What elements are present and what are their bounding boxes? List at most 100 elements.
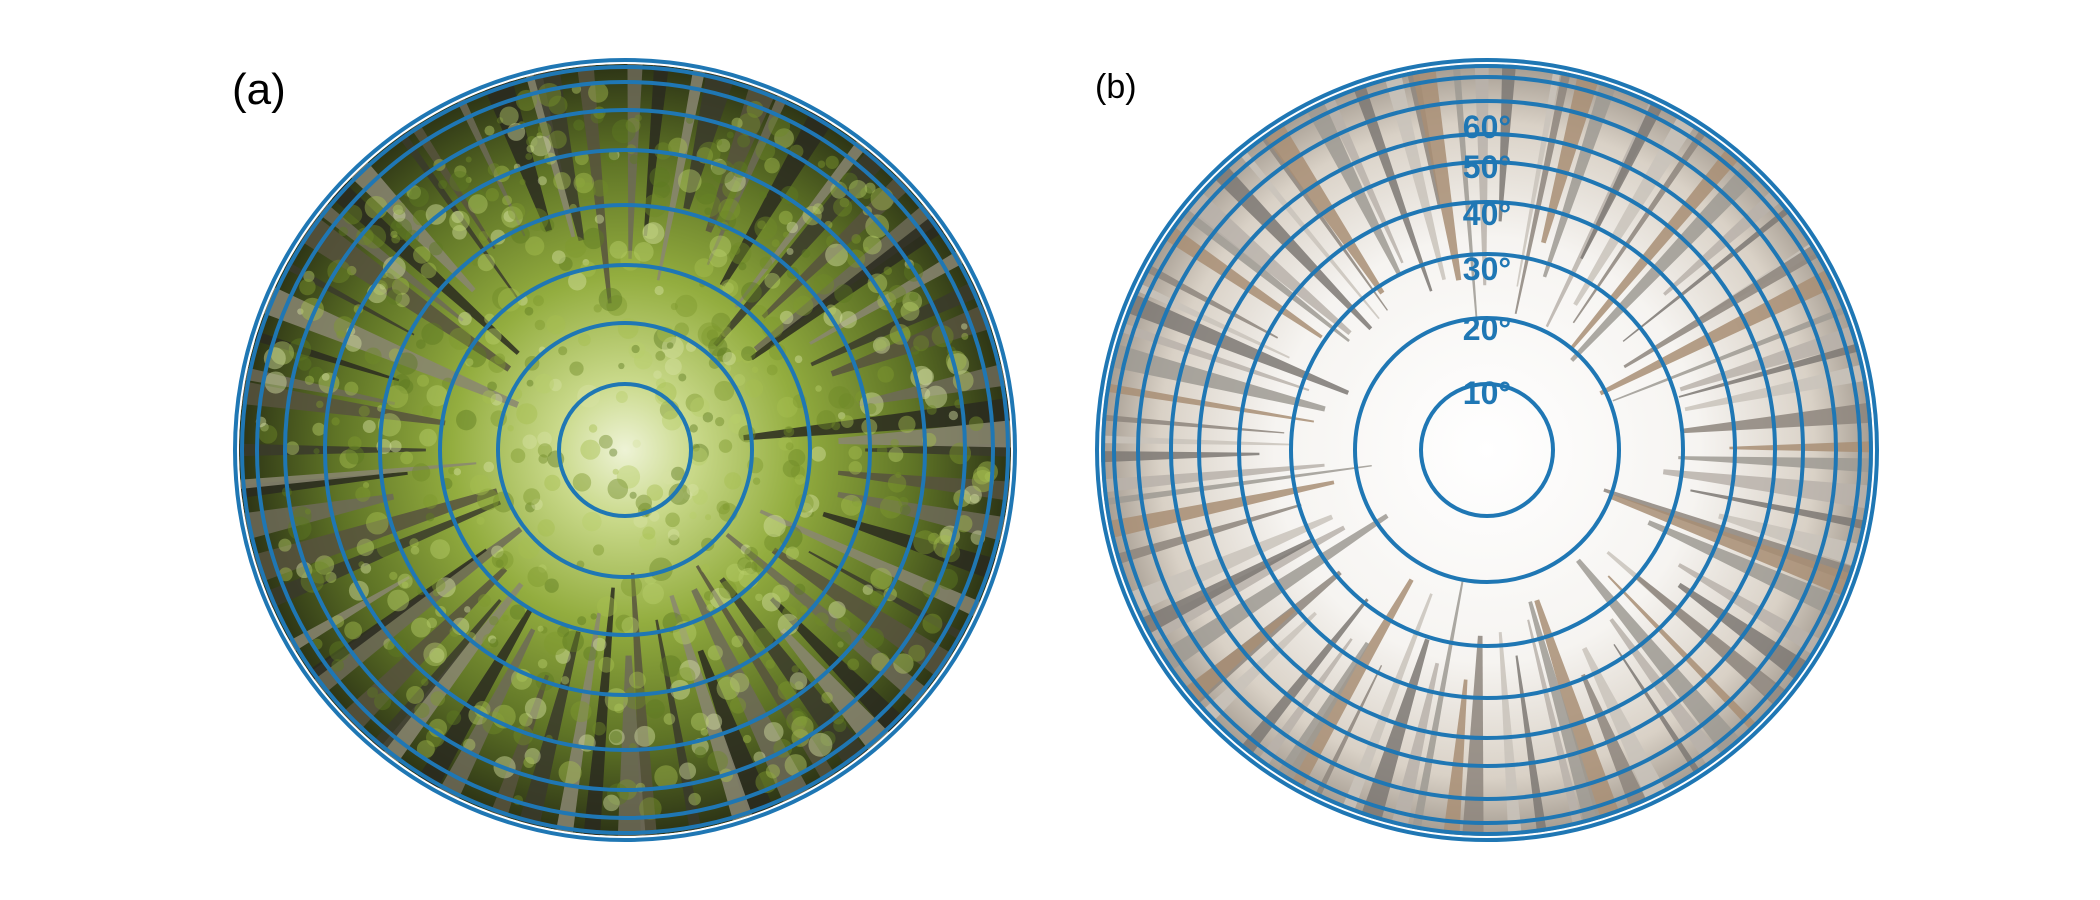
panel-a-leaf-cluster bbox=[668, 483, 691, 505]
panel-a-leaf-cluster bbox=[887, 474, 907, 493]
panel-a-leaf-cluster bbox=[665, 512, 680, 528]
panel-b-trunk bbox=[1514, 64, 1576, 314]
panel-b-trunk bbox=[1678, 456, 1873, 474]
panel-a-leaf-cluster bbox=[557, 625, 570, 638]
panel-a-leaf-cluster bbox=[374, 692, 392, 711]
panel-b-trunk bbox=[1408, 577, 1465, 836]
panel-b-trunk bbox=[1678, 337, 1873, 398]
panel-a-leaf-cluster bbox=[536, 132, 543, 139]
panel-a-leaf-cluster bbox=[742, 734, 752, 744]
panel-a-leaf-cluster bbox=[628, 341, 646, 359]
panel-a-leaf-cluster bbox=[477, 593, 491, 607]
panel-a-trunk bbox=[759, 509, 999, 625]
panel-a-leaf-cluster bbox=[794, 681, 804, 691]
panel-a-leaf-cluster bbox=[573, 119, 585, 131]
panel-a-trunk bbox=[327, 566, 508, 746]
panel-a-leaf-cluster bbox=[642, 223, 659, 240]
panel-a-trunk bbox=[725, 533, 944, 718]
panel-a-leaf-cluster bbox=[679, 762, 697, 780]
panel-a-leaf-cluster bbox=[653, 370, 662, 379]
panel-a-leaf-cluster bbox=[398, 379, 414, 395]
panel-a-leaf-cluster bbox=[825, 243, 848, 267]
panel-a-leaf-cluster bbox=[592, 637, 607, 652]
panel-a-leaf-cluster bbox=[898, 496, 909, 508]
panel-a-trunk bbox=[695, 565, 847, 799]
panel-b-trunk bbox=[1101, 480, 1335, 543]
panel-a-trunk bbox=[837, 470, 1011, 504]
panel-a-leaf-cluster bbox=[779, 310, 794, 325]
panel-a-leaf-cluster bbox=[828, 386, 851, 409]
panel-a-leaf-cluster bbox=[776, 396, 798, 418]
panel-a-leaf-cluster bbox=[788, 449, 806, 467]
panel-a-leaf-cluster bbox=[538, 454, 548, 464]
panel-a-leaf-cluster bbox=[888, 285, 907, 303]
panel-a-leaf-cluster bbox=[419, 428, 437, 447]
panel-a-leaf-cluster bbox=[537, 443, 553, 458]
panel-a-trunk bbox=[283, 204, 512, 372]
panel-a-leaf-cluster bbox=[642, 526, 656, 540]
panel-a-leaf-cluster bbox=[519, 179, 526, 186]
panel-a-trunk bbox=[386, 116, 520, 302]
panel-a-leaf-cluster bbox=[738, 262, 747, 271]
panel-a-trunk bbox=[630, 572, 659, 836]
panel-a-ring bbox=[496, 321, 754, 579]
panel-a-leaf-cluster bbox=[533, 295, 544, 307]
panel-b: (b) 10° 20° 30° 40° 50° 60° bbox=[1095, 58, 1879, 842]
panel-a-leaf-cluster bbox=[718, 439, 733, 453]
panel-a-leaf-cluster bbox=[722, 503, 730, 511]
panel-a-leaf-cluster bbox=[569, 361, 584, 376]
panel-a-leaf-cluster bbox=[794, 583, 806, 595]
panel-a-leaf-cluster bbox=[448, 467, 456, 475]
panel-a-leaf-cluster bbox=[800, 605, 808, 613]
panel-a-leaf-cluster bbox=[661, 410, 683, 431]
panel-a-leaf-cluster bbox=[482, 633, 498, 649]
panel-a-leaf-cluster bbox=[468, 194, 488, 214]
panel-a-leaf-cluster bbox=[344, 334, 362, 352]
panel-a-leaf-cluster bbox=[499, 106, 519, 126]
panel-a-leaf-cluster bbox=[389, 571, 398, 581]
panel-a-trunk bbox=[643, 64, 672, 237]
panel-a-leaf-cluster bbox=[794, 355, 803, 364]
panel-b-ring-label: 50° bbox=[1463, 149, 1511, 185]
panel-a-label: (a) bbox=[232, 65, 286, 114]
panel-a-leaf-cluster bbox=[729, 697, 747, 714]
panel-b-trunk bbox=[1607, 575, 1772, 746]
panel-a-leaf-cluster bbox=[668, 534, 680, 546]
panel-a-trunk bbox=[809, 240, 981, 345]
panel-a-leaf-cluster bbox=[485, 328, 502, 345]
panel-a-leaf-cluster bbox=[883, 266, 893, 275]
panel-a-leaf-cluster bbox=[416, 740, 435, 759]
panel-a-trunk bbox=[429, 628, 536, 817]
panel-a-leaf-cluster bbox=[376, 535, 400, 559]
panel-a-leaf-cluster bbox=[839, 197, 850, 208]
panel-a-leaf-cluster bbox=[507, 425, 514, 432]
panel-a-leaf-cluster bbox=[539, 217, 555, 233]
panel-a-leaf-cluster bbox=[825, 155, 839, 169]
panel-a-leaf-cluster bbox=[926, 404, 937, 415]
panel-a-zenith-rings bbox=[233, 58, 1017, 842]
panel-a-leaf-cluster bbox=[784, 754, 807, 777]
panel-a-leaf-cluster bbox=[451, 210, 464, 224]
panel-a-leaf-cluster bbox=[540, 626, 548, 634]
panel-a-leaf-cluster bbox=[865, 214, 890, 239]
panel-a-leaf-cluster bbox=[590, 110, 604, 124]
panel-a-leaf-cluster bbox=[691, 443, 700, 452]
panel-a-leaf-cluster bbox=[338, 226, 349, 237]
panel-a-ring bbox=[557, 382, 693, 518]
panel-a-leaf-cluster bbox=[759, 256, 773, 270]
panel-a-leaf-cluster bbox=[898, 415, 916, 434]
panel-a-leaf-cluster bbox=[961, 332, 969, 340]
panel-a-leaf-cluster bbox=[553, 172, 571, 190]
panel-a-leaf-cluster bbox=[476, 516, 485, 525]
panel-a-leaf-cluster bbox=[362, 420, 376, 433]
panel-a-leaf-cluster bbox=[814, 612, 829, 627]
panel-a-leaf-cluster bbox=[530, 135, 552, 157]
panel-a-trunk bbox=[520, 64, 576, 238]
panel-a-leaf-cluster bbox=[690, 712, 709, 731]
panel-a-leaf-cluster bbox=[870, 187, 894, 211]
panel-a-leaf-cluster bbox=[389, 440, 402, 453]
panel-a-leaf-cluster bbox=[893, 653, 914, 674]
panel-b-trunk bbox=[1542, 64, 1624, 278]
panel-a-leaf-cluster bbox=[900, 301, 920, 321]
panel-a-leaf-cluster bbox=[677, 169, 702, 193]
